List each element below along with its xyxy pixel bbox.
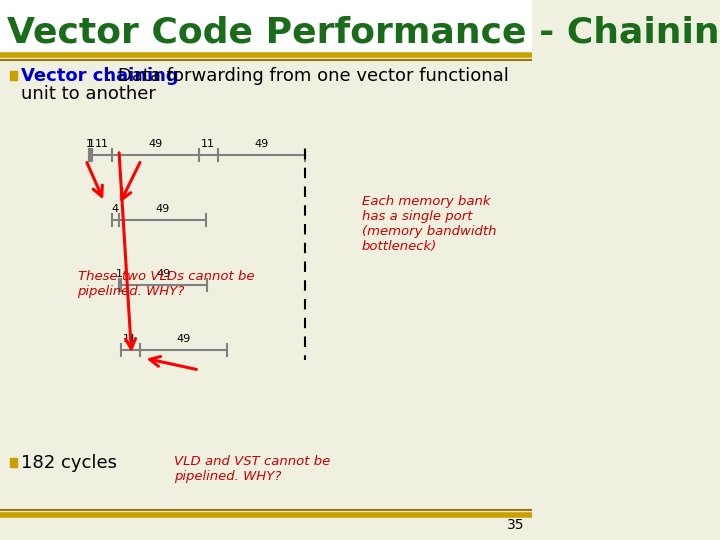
Bar	[10, 458, 17, 467]
Text: VLD and VST cannot be
pipelined. WHY?: VLD and VST cannot be pipelined. WHY?	[174, 455, 330, 483]
Text: Each memory bank
has a single port
(memory bandwidth
bottleneck): Each memory bank has a single port (memo…	[362, 195, 496, 253]
Text: 35: 35	[507, 518, 524, 532]
Text: Vector Code Performance - Chaining: Vector Code Performance - Chaining	[7, 16, 720, 50]
Text: unit to another: unit to another	[21, 85, 156, 103]
Text: 49: 49	[157, 269, 171, 279]
Text: 49: 49	[155, 204, 169, 214]
Text: Vector chaining: Vector chaining	[21, 67, 179, 85]
Text: : Data forwarding from one vector functional: : Data forwarding from one vector functi…	[106, 67, 508, 85]
Text: These two VLDs cannot be
pipelined. WHY?: These two VLDs cannot be pipelined. WHY?	[78, 270, 254, 298]
Text: 4: 4	[112, 204, 119, 214]
Text: 49: 49	[148, 139, 162, 149]
Text: 1: 1	[88, 139, 95, 149]
Text: 1: 1	[86, 139, 93, 149]
Text: 49: 49	[176, 334, 191, 344]
Text: 11: 11	[202, 139, 215, 149]
Text: 11: 11	[95, 139, 109, 149]
Text: 49: 49	[254, 139, 269, 149]
Text: 182 cycles: 182 cycles	[21, 454, 117, 472]
Text: 1: 1	[116, 269, 123, 279]
Bar	[0, 0, 532, 55]
Text: 11: 11	[123, 334, 138, 344]
Bar	[10, 71, 17, 80]
